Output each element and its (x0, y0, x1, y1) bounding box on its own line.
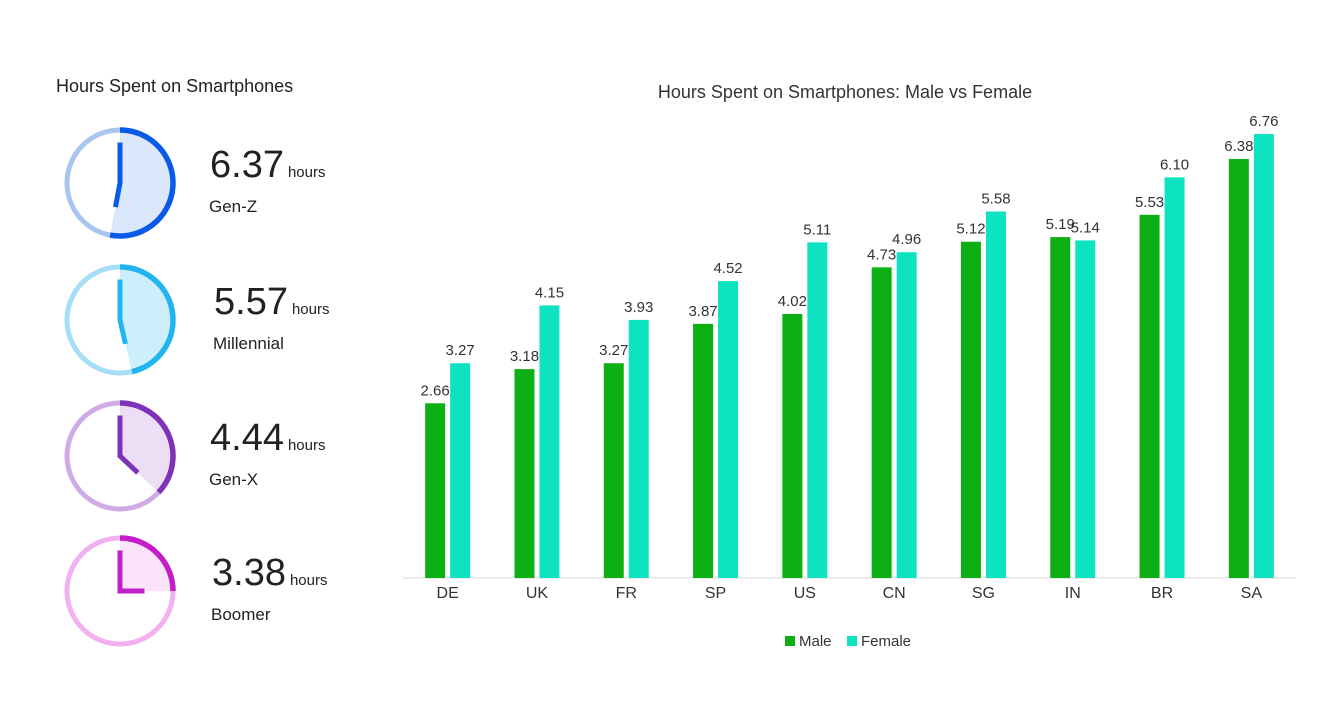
x-tick-label: UK (526, 585, 549, 602)
left-panel-title: Hours Spent on Smartphones (56, 76, 294, 96)
data-label: 4.15 (535, 284, 564, 301)
clock-hands (117, 550, 145, 594)
bar-male (693, 323, 714, 578)
bar-female (539, 305, 560, 578)
x-tick-label: SG (972, 585, 995, 602)
legend-swatch-female (847, 636, 857, 646)
bar-male (1228, 158, 1249, 579)
bar-female (896, 252, 917, 578)
hours-value: 6.37 hours (210, 144, 326, 186)
data-label: 6.38 (1224, 138, 1253, 155)
bar-male (1139, 214, 1160, 578)
gen-x-metric: 4.44 hours Gen-X (62, 398, 362, 518)
generation-label: Gen-X (209, 470, 259, 489)
x-tick-label: DE (437, 585, 459, 602)
data-label: 6.76 (1249, 113, 1278, 130)
data-label: 5.19 (1046, 216, 1075, 233)
x-tick-label: FR (616, 585, 637, 602)
bar-male (425, 403, 446, 578)
hours-value: 3.38 hours (212, 552, 328, 594)
x-tick-label: BR (1151, 585, 1173, 602)
bar-female (1164, 177, 1185, 578)
clock-icon (64, 127, 176, 239)
bar-female (1075, 240, 1096, 578)
boomer-metric: 3.38 hours Boomer (62, 533, 362, 653)
bar-male (514, 369, 535, 578)
gen-z-metric: 6.37 hours Gen-Z (62, 125, 362, 245)
data-label: 4.02 (778, 293, 807, 310)
x-tick-label: US (794, 585, 816, 602)
clock-icon (64, 535, 176, 647)
clock-progress-arc (109, 127, 176, 239)
x-tick-label: CN (883, 585, 906, 602)
clock-icon (64, 400, 176, 512)
data-label: 3.93 (624, 299, 653, 316)
bar-male (782, 313, 803, 578)
data-label: 4.73 (867, 246, 896, 263)
legend-label-female: Female (861, 633, 911, 650)
clock-icon (64, 264, 176, 376)
data-label: 4.96 (892, 231, 921, 248)
x-tick-label: IN (1065, 585, 1081, 602)
hours-value: 5.57 hours (214, 281, 330, 323)
bar-male (871, 267, 892, 578)
clock-progress-arc (119, 400, 176, 495)
legend-label-male: Male (799, 633, 832, 650)
generation-label: Gen-Z (209, 197, 258, 216)
x-tick-label: SP (705, 585, 726, 602)
bar-male (603, 363, 624, 578)
hours-unit: hours (291, 301, 330, 318)
clock-fill-sector (120, 403, 173, 493)
bar-female (807, 242, 828, 578)
bar-female (1253, 134, 1274, 578)
legend-swatch-male (785, 636, 795, 646)
data-label: 3.87 (688, 303, 717, 320)
bar-male (1050, 237, 1071, 578)
data-label: 5.11 (803, 221, 831, 238)
data-label: 5.58 (981, 191, 1010, 208)
clock-fill-sector (110, 130, 173, 236)
generation-label: Boomer (211, 605, 271, 624)
bar-female (985, 211, 1006, 578)
generation-label: Millennial (213, 334, 284, 353)
clock-fill-sector (120, 538, 173, 591)
x-tick-label: SA (1241, 585, 1263, 602)
data-label: 3.27 (599, 342, 628, 359)
data-label: 5.12 (956, 221, 985, 238)
hours-unit: hours (287, 164, 326, 181)
data-label: 2.66 (421, 382, 450, 399)
clock-fill-sector (120, 267, 174, 372)
hours-value: 4.44 hours (210, 417, 326, 459)
data-label: 3.18 (510, 348, 539, 365)
data-label: 6.10 (1160, 156, 1189, 173)
hours-unit: hours (289, 572, 328, 589)
millennial-metric: 5.57 hours Millennial (62, 262, 362, 382)
clock-hands (117, 279, 128, 345)
data-label: 5.53 (1135, 194, 1164, 211)
bar-female (450, 363, 471, 578)
data-label: 5.14 (1071, 219, 1100, 236)
hours-unit: hours (287, 437, 326, 454)
bar-male (960, 241, 981, 578)
chart-title: Hours Spent on Smartphones: Male vs Fema… (658, 82, 1032, 102)
data-label: 3.27 (446, 342, 475, 359)
clock-progress-arc (119, 535, 176, 592)
bar-female (718, 281, 739, 578)
bar-female (628, 319, 649, 578)
clock-hands (112, 142, 123, 208)
clock-hands (117, 415, 140, 475)
clock-progress-arc (119, 264, 176, 375)
data-label: 4.52 (713, 260, 742, 277)
